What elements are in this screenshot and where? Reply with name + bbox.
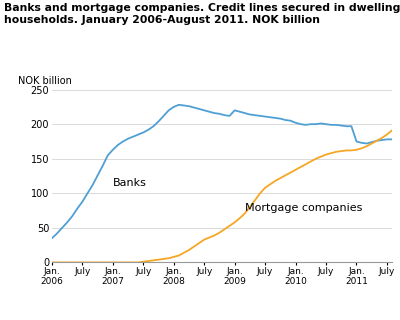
Text: Mortgage companies: Mortgage companies [245, 203, 362, 212]
Text: Banks and mortgage companies. Credit lines secured in dwellings to
households. J: Banks and mortgage companies. Credit lin… [4, 3, 400, 25]
Text: Banks: Banks [113, 178, 147, 188]
Text: NOK billion: NOK billion [18, 76, 72, 86]
